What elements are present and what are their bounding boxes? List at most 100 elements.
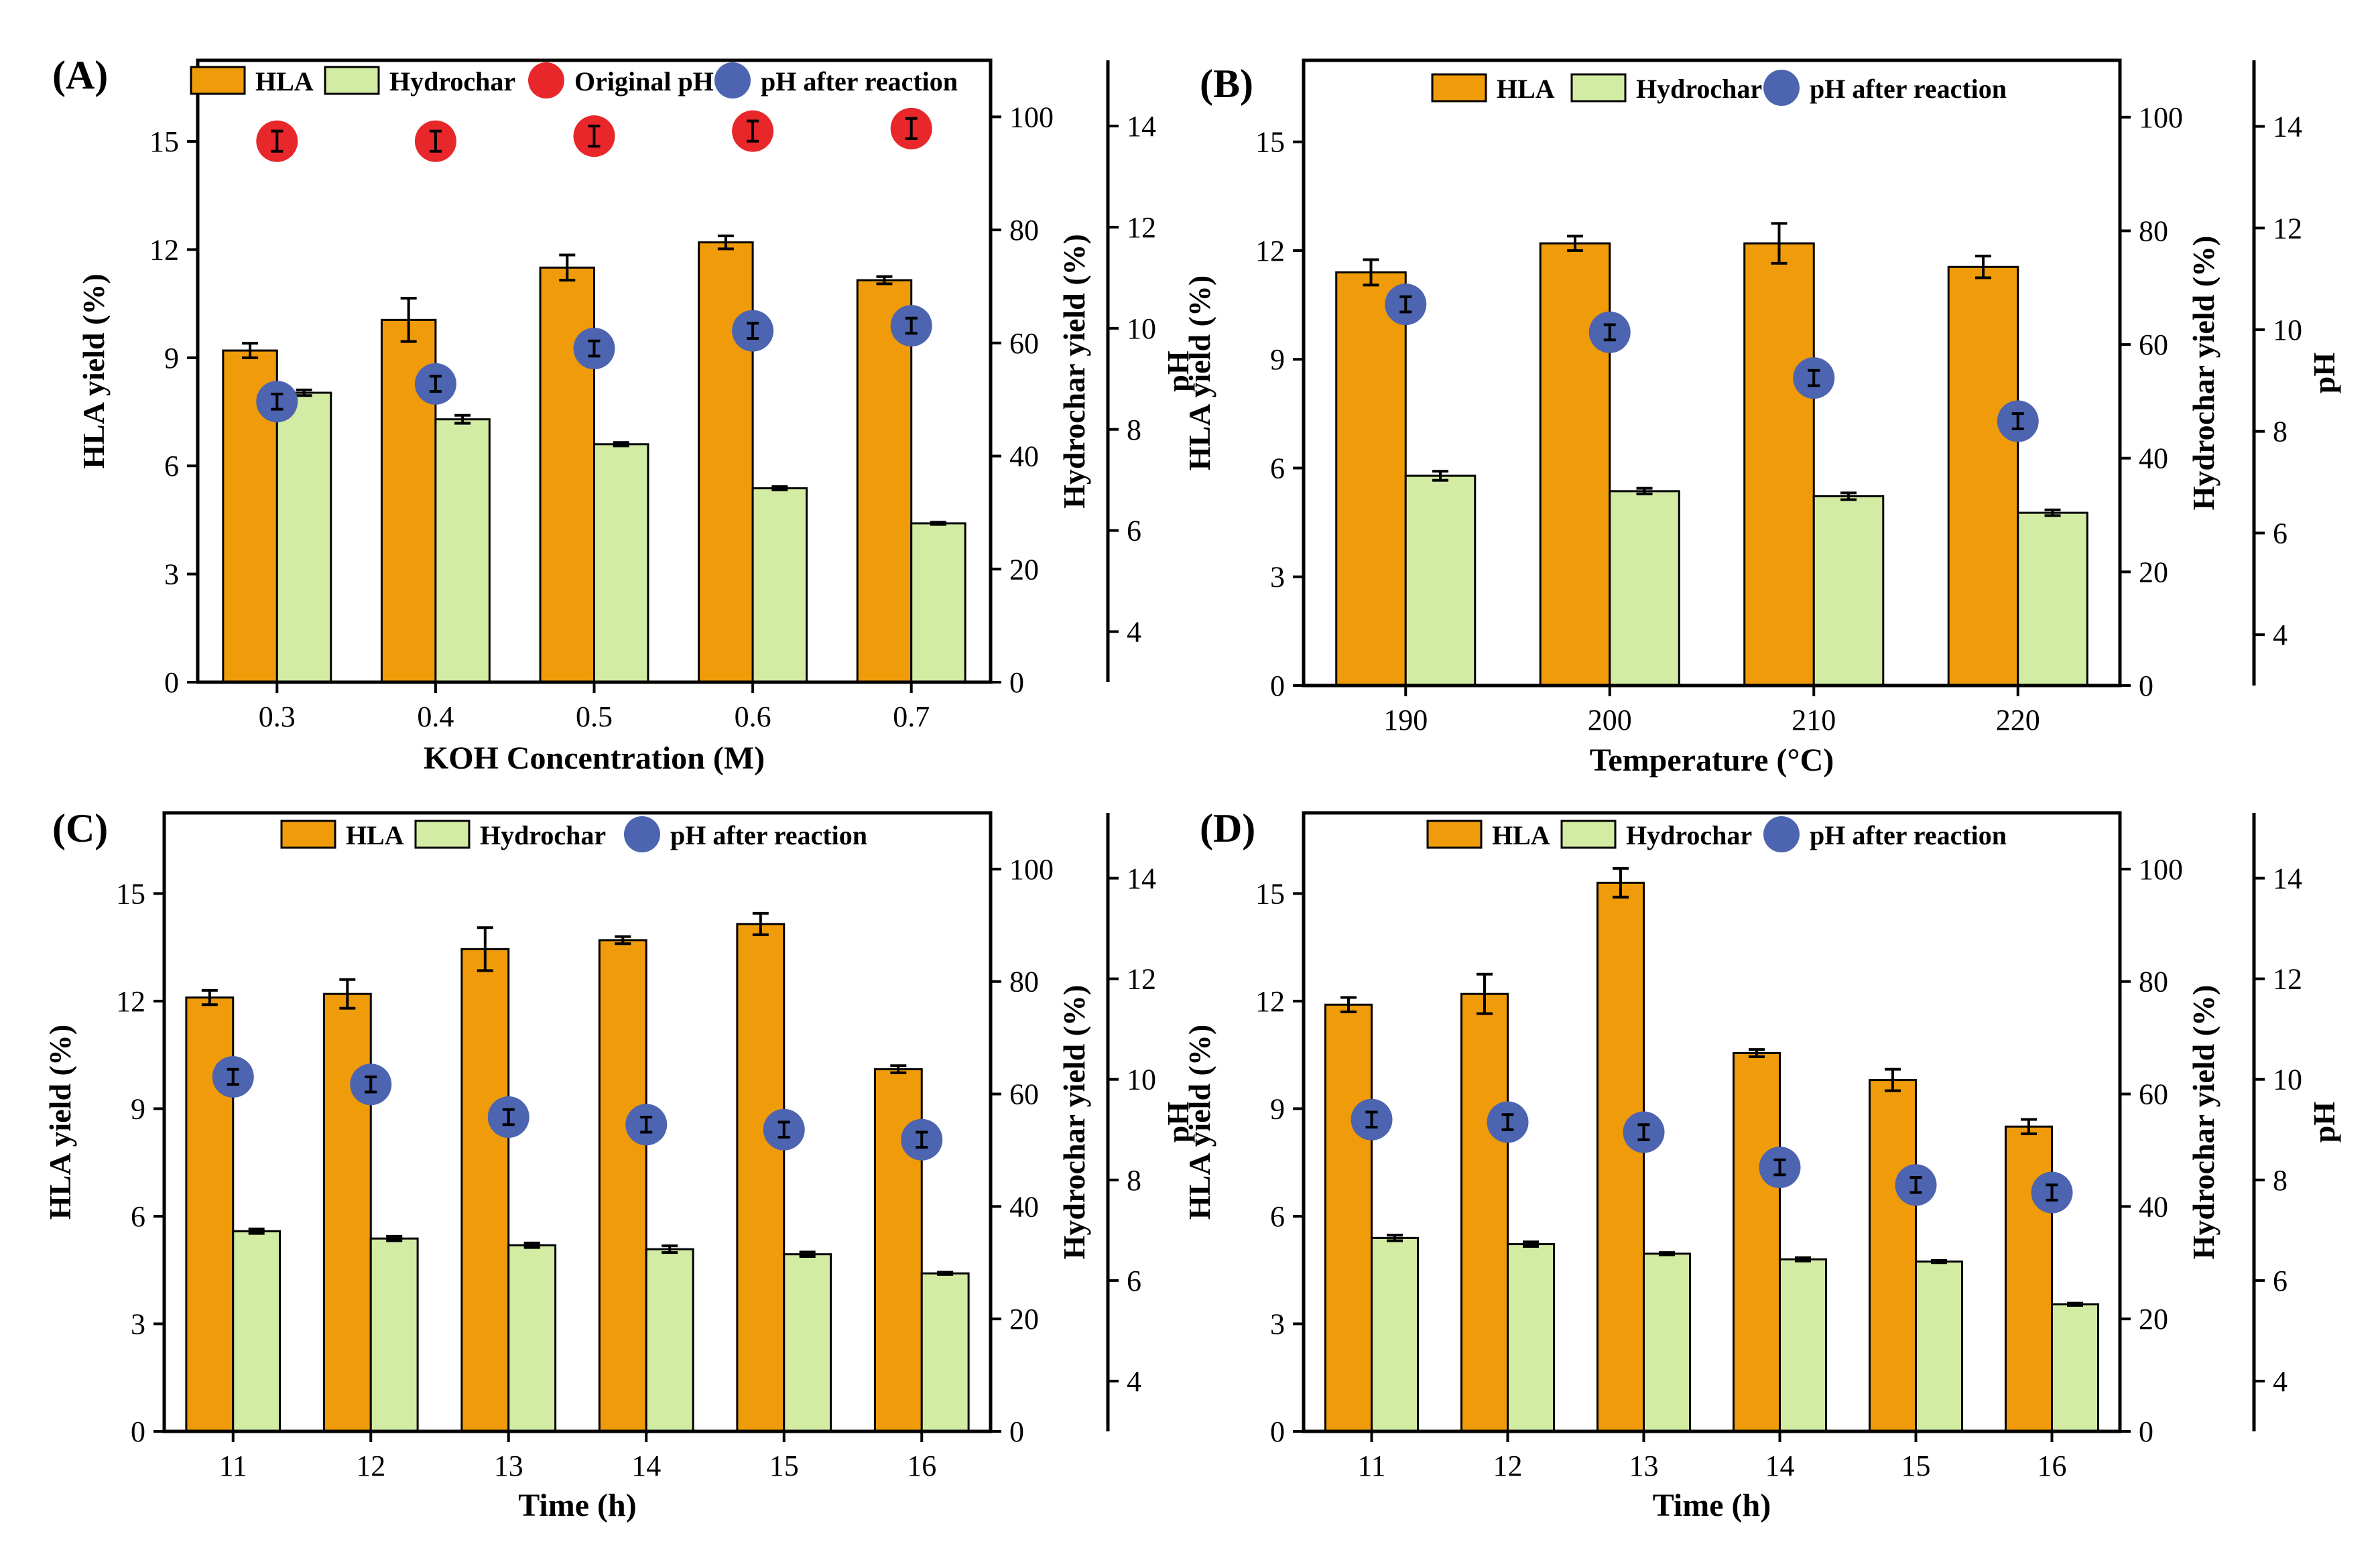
ph-y-tick-label: 10: [1127, 312, 1156, 345]
ph-y-tick-label: 4: [1127, 616, 1141, 649]
ph-after-legend-marker: [624, 816, 660, 852]
ph-y-tick-label: 6: [1127, 515, 1141, 547]
left-y-tick-label: 9: [164, 342, 179, 375]
plot-frame: [1302, 811, 2122, 1433]
hydrochar-y-tick-label: 40: [1009, 1190, 1039, 1223]
hydrochar-bar: [1643, 1252, 1692, 1433]
ph-after-legend-marker: [1763, 70, 1800, 106]
x-tick-label: 0.3: [259, 700, 296, 733]
hydrochar-y-tick-label: 20: [2139, 1303, 2168, 1336]
ph-y-tick-label: 14: [1127, 862, 1156, 895]
hla-legend-swatch: [1431, 73, 1487, 103]
hla-bar: [460, 948, 510, 1433]
ph-y-tick-label: 14: [2273, 111, 2302, 143]
left-y-tick-label: 6: [1270, 452, 1285, 484]
plot-frame: [196, 58, 993, 684]
x-tick-label: 12: [1493, 1449, 1523, 1482]
ph-y-tick-label: 6: [2273, 1265, 2288, 1297]
x-tick-label: 13: [1629, 1449, 1659, 1482]
x-tick-label: 14: [1765, 1449, 1795, 1482]
hydrochar-y-tick-label: 20: [1009, 553, 1039, 586]
hydrochar-bar: [434, 418, 491, 684]
left-y-tick-label: 12: [1255, 985, 1285, 1018]
ph-y-tick-label: 8: [1127, 413, 1141, 446]
x-axis-title: KOH Concentration (M): [424, 740, 765, 776]
panel-label: (C): [52, 806, 108, 850]
hydrochar-y-tick-label: 100: [1009, 101, 1054, 133]
left-y-tick-label: 15: [1255, 126, 1285, 159]
panel-label: (A): [52, 53, 108, 97]
hla-legend-label: HLA: [1497, 74, 1555, 104]
hydrochar-y-tick-label: 0: [1009, 1415, 1024, 1448]
hydrochar-legend-label: Hydrochar: [480, 820, 606, 850]
x-tick-label: 0.4: [417, 700, 454, 733]
ph-y-tick-label: 4: [1127, 1365, 1141, 1398]
x-tick-label: 11: [219, 1449, 247, 1482]
hydrochar-y-tick-label: 80: [1009, 214, 1039, 247]
panel-a: (A) 0.3 0.4 0.5 0.6 0.7 0 3 6 9 12 15 0 20 40 60 80 100 4 6…: [52, 53, 1195, 776]
ph-after-legend-marker: [714, 62, 751, 99]
hla-legend-label: HLA: [255, 66, 314, 96]
x-tick-label: 190: [1383, 704, 1428, 736]
left-y-tick-label: 9: [1270, 343, 1285, 376]
x-tick-label: 200: [1588, 704, 1632, 736]
left-y-tick-label: 12: [116, 985, 145, 1018]
x-tick-label: 220: [1996, 704, 2040, 736]
ph-after-legend-label: pH after reaction: [761, 66, 958, 96]
panel-label: (D): [1200, 806, 1255, 850]
left-y-tick-label: 6: [1270, 1200, 1285, 1233]
hydrochar-y-axis-title: Hydrochar yield (%): [2186, 236, 2220, 511]
hla-legend-swatch: [190, 66, 246, 95]
hydrochar-bar: [369, 1237, 419, 1433]
ph-y-tick-label: 10: [2273, 314, 2302, 346]
hydrochar-bar: [1812, 495, 1885, 687]
ph-y-tick-label: 10: [1127, 1063, 1156, 1096]
hydrochar-legend-swatch: [414, 820, 471, 849]
x-tick-label: 16: [2038, 1449, 2067, 1482]
left-y-axis-title: HLA yield (%): [1182, 1025, 1216, 1220]
ph-y-axis-title: pH: [1161, 350, 1195, 392]
hydrochar-bar: [920, 1272, 970, 1433]
hydrochar-bar: [1779, 1258, 1828, 1433]
hydrochar-bar: [2017, 511, 2088, 687]
hydrochar-y-tick-label: 60: [1009, 1078, 1039, 1111]
left-y-tick-label: 9: [1270, 1092, 1285, 1125]
x-tick-label: 0.6: [735, 700, 771, 733]
hla-bar: [1324, 1003, 1373, 1433]
ph-y-tick-label: 12: [2273, 963, 2302, 996]
hydrochar-y-tick-label: 100: [2139, 101, 2183, 134]
hydrochar-y-axis-title: Hydrochar yield (%): [2186, 985, 2220, 1260]
hydrochar-bar: [1507, 1243, 1556, 1433]
left-y-tick-label: 15: [116, 877, 145, 910]
left-y-tick-label: 3: [164, 558, 179, 591]
left-y-tick-label: 0: [164, 666, 179, 699]
ph-y-tick-label: 14: [2273, 862, 2302, 895]
x-tick-label: 14: [631, 1449, 661, 1482]
hydrochar-bar: [1609, 490, 1680, 687]
hla-bar: [1460, 992, 1509, 1433]
ph-y-tick-label: 8: [2273, 415, 2288, 448]
hydrochar-bar: [1371, 1236, 1420, 1433]
x-tick-label: 16: [907, 1449, 936, 1482]
hydrochar-y-tick-label: 0: [2139, 669, 2153, 702]
ph-after-legend-label: pH after reaction: [1810, 820, 2007, 850]
hydrochar-legend-label: Hydrochar: [389, 66, 515, 96]
hydrochar-bar: [593, 443, 649, 684]
left-y-tick-label: 12: [149, 233, 179, 266]
ph-y-tick-label: 12: [1127, 211, 1156, 244]
hydrochar-y-tick-label: 0: [1009, 666, 1024, 699]
left-y-tick-label: 3: [1270, 561, 1285, 594]
hydrochar-y-axis-title: Hydrochar yield (%): [1057, 234, 1091, 509]
hydrochar-y-tick-label: 100: [2139, 853, 2183, 886]
ph-y-axis-title: pH: [1161, 1102, 1195, 1143]
ph-y-tick-label: 10: [2273, 1063, 2302, 1096]
x-tick-label: 0.7: [893, 700, 930, 733]
left-y-tick-label: 15: [1255, 877, 1285, 910]
hydrochar-y-tick-label: 60: [2139, 328, 2168, 361]
hydrochar-bar: [2051, 1303, 2100, 1433]
original-ph-legend-marker: [528, 62, 564, 99]
hydrochar-y-tick-label: 0: [2139, 1415, 2153, 1448]
hydrochar-bar: [783, 1253, 832, 1433]
ph-y-tick-label: 14: [1127, 110, 1156, 143]
